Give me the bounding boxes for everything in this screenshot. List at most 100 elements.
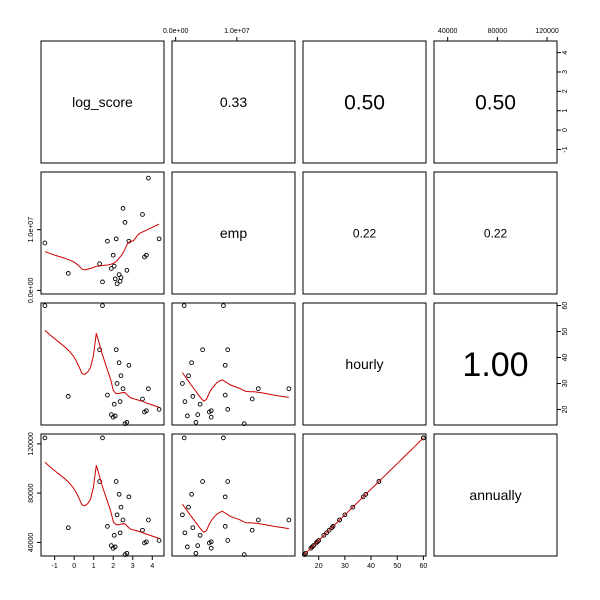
point-hourly-vs-log_score: [118, 373, 124, 379]
point-annually-vs-hourly: [376, 479, 382, 484]
point-annually-vs-log_score: [124, 550, 130, 556]
point-hourly-vs-log_score: [126, 362, 132, 368]
point-hourly-vs-emp: [186, 373, 191, 379]
point-annually-vs-hourly: [301, 552, 307, 557]
smooth-line-hourly-vs-emp: [181, 372, 289, 402]
correlation-log_score-hourly: 0.50: [344, 92, 385, 115]
point-emp-vs-log_score: [140, 212, 145, 217]
point-emp-vs-log_score: [118, 275, 124, 280]
point-hourly-vs-emp: [222, 362, 228, 368]
point-emp-vs-log_score: [112, 276, 118, 282]
point-annually-vs-hourly: [309, 544, 315, 550]
tick-label-right-hourly: 30: [562, 379, 569, 387]
tick-label-bottom-log_score: -1: [52, 563, 58, 570]
point-hourly-vs-emp: [200, 347, 205, 353]
point-emp-vs-log_score: [108, 266, 114, 271]
point-hourly-vs-emp: [225, 407, 231, 412]
point-emp-vs-log_score: [124, 267, 130, 273]
tick-label-top-emp: 1.0e+07: [224, 28, 250, 35]
point-annually-vs-hourly: [311, 543, 316, 548]
point-annually-vs-emp: [249, 527, 255, 533]
point-hourly-vs-log_score: [100, 303, 105, 308]
point-hourly-vs-emp: [180, 381, 185, 386]
point-annually-vs-emp: [225, 538, 231, 543]
point-annually-vs-emp: [241, 552, 247, 557]
point-hourly-vs-emp: [241, 421, 247, 427]
panel-log_score-vs-log_score: [40, 40, 165, 164]
panel-log_score-vs-emp: [171, 40, 296, 164]
point-annually-vs-log_score: [120, 517, 126, 523]
point-emp-vs-log_score: [111, 263, 117, 269]
panel-hourly-vs-annually: [433, 302, 558, 426]
panel-annually-vs-emp: [171, 433, 296, 557]
smooth-line-emp-vs-log_score: [44, 223, 160, 271]
diagonal-label-emp: emp: [220, 225, 247, 241]
point-annually-vs-hourly: [350, 504, 356, 510]
tick-label-right-hourly: 60: [562, 302, 569, 310]
correlation-log_score-annually: 0.50: [475, 92, 516, 115]
tick-label-bottom-log_score: 1: [92, 563, 96, 570]
panel-emp-vs-annually: [433, 171, 558, 295]
tick-label-bottom-hourly: 50: [393, 563, 401, 570]
point-hourly-vs-emp: [190, 394, 196, 399]
point-hourly-vs-log_score: [65, 394, 71, 399]
point-hourly-vs-log_score: [105, 392, 110, 398]
point-hourly-vs-emp: [193, 420, 199, 425]
correlation-emp-annually: 0.22: [484, 226, 508, 240]
tick-label-left-annually: 40000: [28, 533, 35, 553]
panel-log_score-vs-annually: [433, 40, 558, 164]
point-annually-vs-log_score: [144, 539, 149, 545]
point-annually-vs-log_score: [146, 517, 151, 523]
point-annually-vs-log_score: [113, 479, 119, 484]
point-annually-vs-log_score: [112, 544, 118, 550]
point-annually-vs-emp: [225, 479, 231, 484]
tick-label-right-log_score: 1: [562, 109, 569, 113]
point-annually-vs-hourly: [316, 538, 322, 543]
point-emp-vs-log_score: [114, 281, 120, 287]
point-annually-vs-log_score: [100, 435, 105, 441]
tick-label-left-annually: 120000: [28, 432, 35, 455]
point-annually-vs-hourly: [421, 435, 426, 441]
tick-label-left-emp: 0.0e+00: [28, 278, 35, 304]
point-emp-vs-log_score: [122, 220, 128, 225]
point-emp-vs-log_score: [113, 236, 119, 242]
panel-hourly-vs-log_score: [40, 302, 165, 426]
point-annually-vs-emp: [182, 530, 188, 536]
point-annually-vs-emp: [195, 543, 201, 548]
panel-emp-vs-log_score: [40, 171, 165, 295]
tick-label-right-hourly: 50: [562, 328, 569, 336]
point-annually-vs-log_score: [111, 532, 117, 538]
panel-annually-vs-annually: [433, 433, 558, 557]
point-emp-vs-log_score: [120, 206, 126, 211]
point-annually-vs-hourly: [360, 494, 366, 500]
tick-label-right-hourly: 20: [562, 405, 569, 413]
tick-label-right-hourly: 40: [562, 354, 569, 362]
point-annually-vs-emp: [186, 504, 191, 510]
point-annually-vs-hourly: [363, 491, 369, 497]
point-annually-vs-emp: [208, 539, 214, 545]
tick-label-bottom-hourly: 40: [367, 563, 375, 570]
point-hourly-vs-log_score: [146, 386, 151, 392]
point-emp-vs-log_score: [65, 271, 71, 276]
diagonal-label-annually: annually: [469, 487, 521, 503]
point-annually-vs-emp: [181, 435, 187, 441]
point-emp-vs-log_score: [156, 236, 162, 242]
tick-label-top-annually: 40000: [438, 28, 458, 35]
point-annually-vs-emp: [197, 532, 203, 538]
correlation-log_score-emp: 0.33: [220, 94, 247, 110]
point-hourly-vs-emp: [184, 413, 190, 419]
point-hourly-vs-log_score: [117, 399, 123, 404]
point-hourly-vs-log_score: [112, 413, 118, 419]
point-annually-vs-emp: [184, 544, 190, 550]
panel-hourly-vs-hourly: [302, 302, 427, 426]
point-annually-vs-log_score: [42, 435, 48, 441]
point-annually-vs-hourly: [330, 524, 336, 529]
point-hourly-vs-log_score: [156, 407, 162, 412]
point-annually-vs-emp: [208, 545, 214, 551]
point-emp-vs-log_score: [105, 238, 110, 244]
point-emp-vs-log_score: [110, 252, 116, 258]
point-annually-vs-emp: [190, 525, 196, 531]
diagonal-label-hourly: hourly: [345, 356, 383, 372]
correlation-emp-hourly: 0.22: [353, 226, 377, 240]
tick-label-right-log_score: 3: [562, 70, 569, 74]
